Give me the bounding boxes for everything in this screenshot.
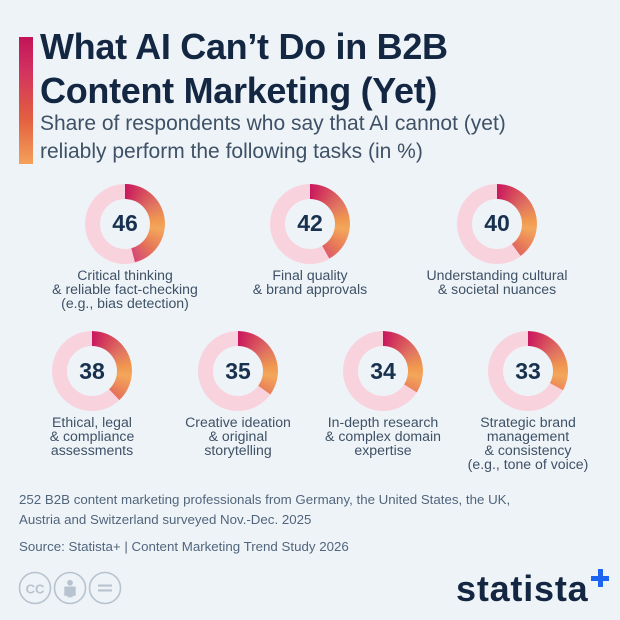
svg-text:CC: CC (26, 582, 45, 597)
